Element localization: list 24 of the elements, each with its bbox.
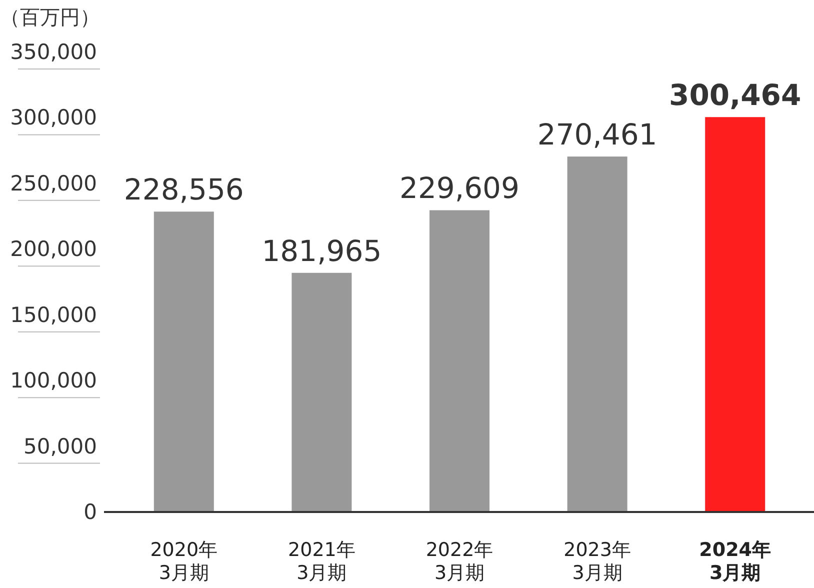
bar <box>292 272 352 512</box>
x-tick-label: 2020年 3月期 <box>150 539 218 584</box>
bar <box>154 212 214 512</box>
y-tick-label: 100,000 <box>10 368 97 393</box>
data-label: 300,464 <box>669 78 802 112</box>
bar <box>567 156 628 512</box>
y-tick-label: 50,000 <box>24 434 97 458</box>
x-tick-label: 2024年 3月期 <box>699 539 772 584</box>
x-tick-label: 2021年 3月期 <box>288 539 356 584</box>
y-tick-label: 250,000 <box>10 171 97 196</box>
x-tick-label: 2022年 3月期 <box>426 539 494 584</box>
bar <box>705 117 766 512</box>
x-tick-label: 2023年 3月期 <box>564 539 631 584</box>
bar <box>430 210 490 512</box>
y-tick-label: 300,000 <box>10 106 97 130</box>
y-tick-label: 200,000 <box>10 237 97 262</box>
data-label: 228,556 <box>124 172 244 207</box>
data-label: 229,609 <box>400 171 520 206</box>
y-axis-title: （百万円） <box>0 5 100 29</box>
y-tick-label: 0 <box>84 500 97 524</box>
y-tick-label: 350,000 <box>10 40 97 64</box>
data-label: 270,461 <box>537 118 658 152</box>
y-tick-label: 150,000 <box>10 302 97 327</box>
data-label: 181,965 <box>262 234 382 268</box>
